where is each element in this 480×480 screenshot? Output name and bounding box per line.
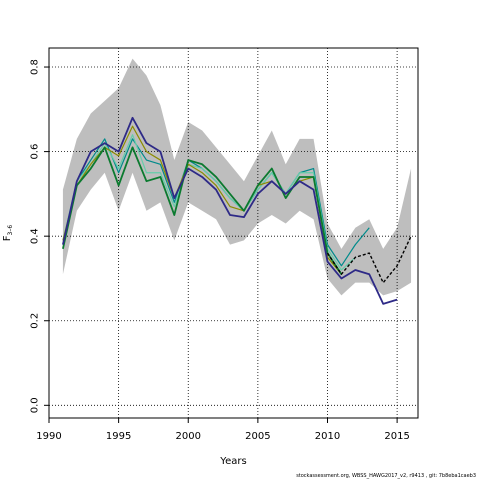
y-axis-label-main: F — [2, 235, 13, 241]
plot-frame — [48, 47, 419, 419]
series-layer — [62, 116, 412, 305]
series-line-4 — [62, 146, 343, 275]
x-tick-label: 2010 — [315, 431, 340, 442]
y-tick-label: 0.8 — [30, 59, 41, 75]
x-tick-label: 2005 — [245, 431, 270, 442]
x-tick-label: 1990 — [36, 431, 61, 442]
x-axis-label: Years — [219, 456, 246, 467]
x-tick-label: 2000 — [176, 431, 201, 442]
series-line-2 — [62, 134, 356, 271]
footer-note: stockassessment.org, WBSS_HAWG2017_v2, r… — [296, 473, 476, 479]
axis-layer: 1990 1995 2000 2005 2010 2015 0.0 0.2 0.4 0.6 0.8 — [30, 59, 410, 442]
y-tick-label: 0.0 — [30, 397, 41, 413]
x-tick-label: 1995 — [106, 431, 131, 442]
y-tick-label: 0.2 — [30, 313, 41, 329]
y-axis-label: F3–6 — [2, 225, 14, 242]
series-line-5 — [62, 116, 398, 305]
series-line-6 — [326, 235, 412, 284]
y-tick-label: 0.6 — [30, 144, 41, 160]
y-tick-label: 0.4 — [30, 228, 41, 244]
x-tick-label: 2015 — [384, 431, 409, 442]
y-axis-label-subscript: 3–6 — [7, 225, 14, 236]
